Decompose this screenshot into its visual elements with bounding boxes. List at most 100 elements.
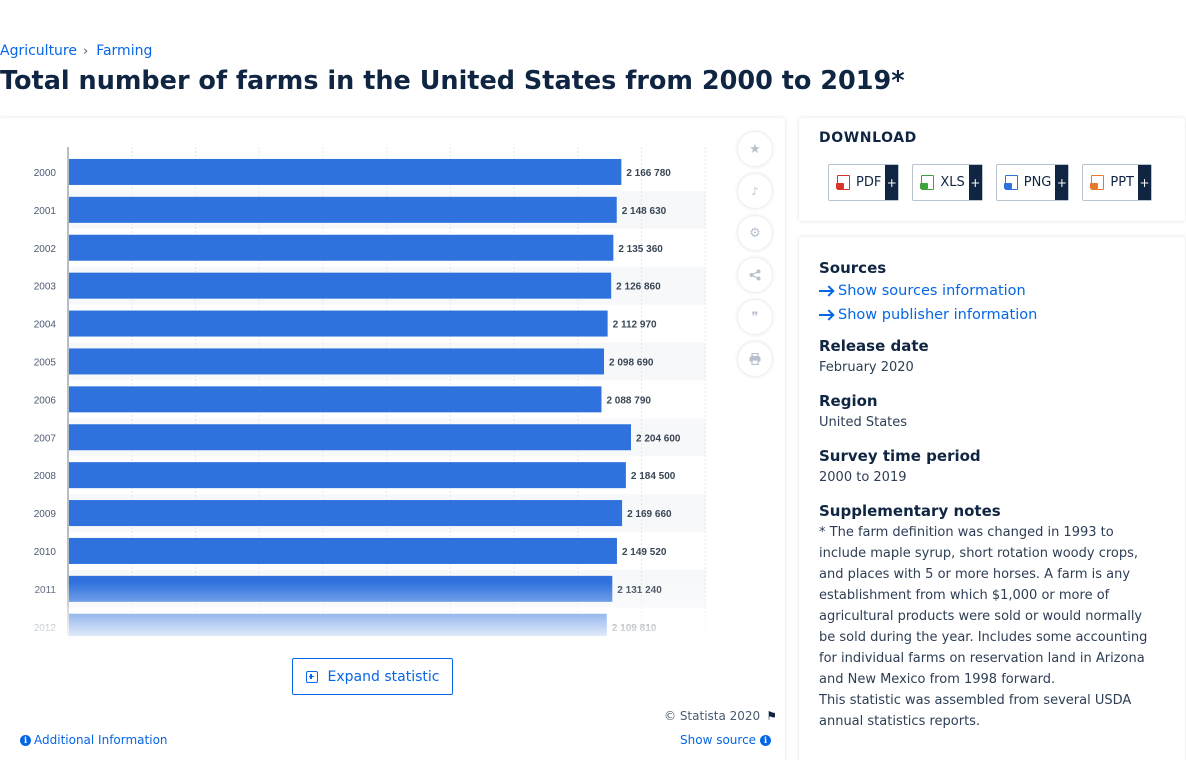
y-tick-label: 2009 [34, 509, 57, 520]
share-button[interactable] [738, 258, 772, 292]
bar[interactable] [69, 196, 617, 223]
data-label: 2 204 600 [636, 433, 681, 444]
show-publisher-label: Show publisher information [838, 307, 1038, 323]
download-ppt-label: PPT [1110, 175, 1134, 190]
bar[interactable] [69, 462, 626, 489]
details-card: Sources Show sources information Show pu… [799, 237, 1185, 760]
additional-information-label: Additional Information [34, 733, 168, 747]
bar[interactable] [69, 537, 617, 564]
chart-card: 2000 2 166 780 2001 2 148 630 2002 2 135 360 2… [0, 118, 785, 760]
pdf-file-icon [836, 175, 850, 190]
download-card: DOWNLOAD PDF + XLS + PNG + PPT + [799, 118, 1185, 221]
bar[interactable] [69, 348, 605, 375]
bar[interactable] [69, 424, 631, 451]
survey-period-value: 2000 to 2019 [819, 470, 907, 485]
plus-icon: + [968, 165, 982, 200]
y-tick-label: 2007 [34, 433, 57, 444]
y-tick-label: 2004 [34, 320, 57, 331]
data-label: 2 169 660 [627, 509, 672, 520]
y-tick-label: 2011 [34, 585, 56, 596]
data-label: 2 109 810 [612, 623, 657, 634]
favorite-button[interactable]: ★ [738, 132, 772, 166]
info-icon: i [760, 734, 772, 746]
y-tick-label: 2000 [34, 168, 57, 179]
data-label: 2 098 690 [609, 357, 654, 368]
plus-icon: + [1055, 165, 1069, 200]
bar[interactable] [69, 613, 607, 636]
supplementary-notes-text-2: This statistic was assembled from severa… [819, 693, 1132, 729]
y-tick-label: 2002 [34, 244, 57, 255]
bar[interactable] [69, 500, 623, 527]
notification-button[interactable]: ♪ [738, 174, 772, 208]
supplementary-notes-text: * The farm definition was changed in 199… [819, 525, 1148, 687]
breadcrumb-separator: › [83, 43, 89, 59]
ppt-file-icon [1090, 175, 1105, 190]
additional-information-link[interactable]: i Additional Information [20, 733, 168, 747]
print-button[interactable] [738, 342, 772, 376]
breadcrumb-agriculture[interactable]: Agriculture [0, 43, 77, 59]
y-tick-label: 2008 [34, 471, 57, 482]
bell-icon: ♪ [751, 184, 759, 198]
download-ppt-button[interactable]: PPT + [1082, 164, 1152, 201]
survey-period-label: Survey time period [819, 447, 981, 465]
show-sources-link[interactable]: Show sources information [819, 279, 1159, 303]
chart-tools: ★ ♪ ⚙ ❞ [738, 132, 772, 384]
download-buttons: PDF + XLS + PNG + PPT + [828, 164, 1165, 201]
supplementary-notes-label: Supplementary notes [819, 502, 1001, 520]
download-png-button[interactable]: PNG + [995, 164, 1070, 201]
show-source-label: Show source [680, 733, 757, 747]
gear-icon: ⚙ [749, 225, 761, 241]
release-date-value: February 2020 [819, 360, 914, 375]
data-label: 2 126 860 [616, 282, 661, 293]
bar[interactable] [69, 272, 612, 299]
bar[interactable] [69, 310, 608, 337]
chart-area: 2000 2 166 780 2001 2 148 630 2002 2 135 360 2… [0, 142, 720, 636]
arrow-right-icon [819, 314, 832, 316]
data-label: 2 112 970 [613, 320, 657, 331]
breadcrumb-farming[interactable]: Farming [96, 43, 153, 59]
bar[interactable] [69, 575, 613, 602]
bar[interactable] [69, 234, 614, 261]
data-label: 2 166 780 [626, 168, 671, 179]
quote-icon: ❞ [751, 309, 759, 325]
bar-chart: 2000 2 166 780 2001 2 148 630 2002 2 135 360 2… [34, 147, 706, 636]
bar[interactable] [69, 386, 602, 413]
settings-button[interactable]: ⚙ [738, 216, 772, 250]
arrow-right-icon [819, 290, 832, 292]
copyright-text: © Statista 2020 [664, 709, 761, 723]
download-png-label: PNG [1023, 175, 1052, 190]
y-tick-label: 2003 [34, 282, 57, 293]
download-title: DOWNLOAD [819, 130, 917, 146]
plus-icon: + [885, 165, 899, 200]
region-label: Region [819, 392, 878, 410]
data-label: 2 149 520 [622, 547, 667, 558]
download-pdf-label: PDF [856, 175, 882, 190]
breadcrumb: Agriculture › Farming [0, 43, 152, 59]
release-date-label: Release date [819, 337, 929, 355]
png-file-icon [1003, 175, 1018, 190]
plus-square-icon [305, 670, 318, 683]
y-tick-label: 2006 [34, 395, 57, 406]
star-icon: ★ [749, 141, 761, 157]
show-sources-label: Show sources information [838, 283, 1026, 299]
y-tick-label: 2005 [34, 357, 57, 368]
show-publisher-link[interactable]: Show publisher information [819, 303, 1159, 327]
download-xls-label: XLS [940, 175, 965, 190]
page-title: Total number of farms in the United Stat… [0, 66, 905, 96]
expand-statistic-label: Expand statistic [327, 668, 440, 685]
download-xls-button[interactable]: XLS + [912, 164, 983, 201]
data-label: 2 088 790 [606, 395, 651, 406]
download-pdf-button[interactable]: PDF + [828, 164, 900, 201]
y-tick-label: 2010 [34, 547, 57, 558]
share-icon [749, 269, 761, 281]
data-label: 2 184 500 [631, 471, 676, 482]
show-source-link[interactable]: Show source i [680, 733, 772, 747]
bar[interactable] [69, 158, 622, 185]
data-label: 2 135 360 [618, 244, 663, 255]
cite-button[interactable]: ❞ [738, 300, 772, 334]
xls-file-icon [920, 175, 935, 190]
plus-icon: + [1138, 165, 1151, 200]
y-tick-label: 2001 [34, 206, 57, 217]
flag-icon[interactable]: ⚑ [766, 709, 777, 723]
expand-statistic-button[interactable]: Expand statistic [292, 658, 453, 695]
